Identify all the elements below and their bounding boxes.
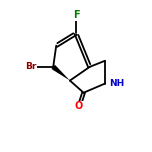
Polygon shape <box>52 65 70 81</box>
Text: F: F <box>73 10 79 20</box>
Text: Br: Br <box>25 62 36 71</box>
Text: O: O <box>75 101 83 111</box>
Text: NH: NH <box>109 79 124 88</box>
